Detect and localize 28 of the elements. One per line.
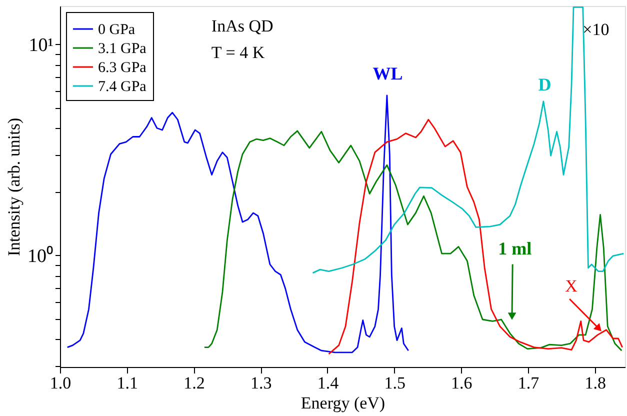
- annotation: 1 ml: [498, 238, 532, 259]
- line-series: [312, 6, 624, 274]
- y-tick-label: 10¹: [28, 34, 54, 56]
- annotation: InAs QD: [211, 16, 274, 36]
- x-tick-label: 1.1: [116, 374, 138, 392]
- x-tick-label: 1.3: [250, 374, 272, 392]
- x-tick-label: 1.5: [384, 374, 406, 392]
- legend-label: 3.1 GPa: [98, 41, 147, 57]
- line-series: [328, 118, 624, 355]
- x-axis-title: Energy (eV): [300, 394, 386, 412]
- x-tick-label: 1.6: [451, 374, 472, 392]
- annotation: T = 4 K: [211, 42, 266, 62]
- x-tick-label: 1.4: [317, 374, 340, 392]
- line-series: [204, 130, 622, 352]
- legend-label: 0 GPa: [98, 22, 136, 38]
- line-series: [66, 94, 410, 354]
- x-tick-label: 1.0: [50, 374, 72, 392]
- annotation: WL: [372, 64, 403, 84]
- legend-label: 6.3 GPa: [98, 60, 147, 76]
- y-tick-label: 10⁰: [28, 244, 54, 267]
- x-tick-label: 1.8: [584, 374, 606, 392]
- x-tick-label: 1.2: [184, 374, 205, 392]
- y-axis-title: Intensity (arb. units): [4, 118, 24, 256]
- legend-label: 7.4 GPa: [98, 79, 147, 95]
- x-tick-label: 1.7: [518, 374, 540, 392]
- annotation: X: [565, 276, 578, 296]
- annotation: D: [538, 74, 552, 94]
- annotation: ×10: [582, 20, 610, 39]
